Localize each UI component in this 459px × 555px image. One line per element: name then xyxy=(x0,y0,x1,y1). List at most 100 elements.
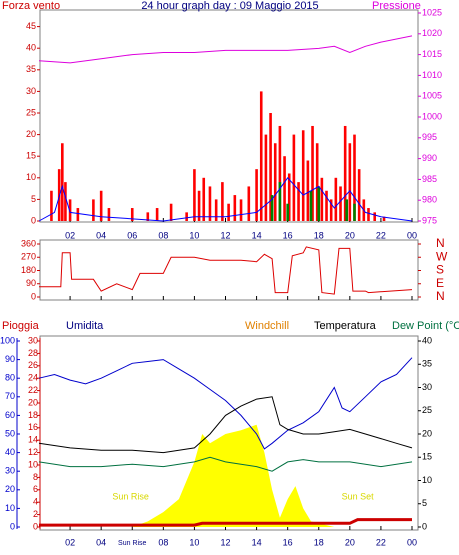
x-tick-label: 08 xyxy=(158,537,168,547)
y3-tick-label: 10 xyxy=(422,475,432,485)
wind-bar xyxy=(269,113,272,221)
y2-tick-label: 4 xyxy=(33,497,38,507)
x-tick-label: 04 xyxy=(96,230,106,240)
series-line xyxy=(38,396,413,454)
y-tick-label: 40 xyxy=(5,447,15,457)
y3-tick-label: 15 xyxy=(422,452,432,462)
wind-bar xyxy=(221,182,224,221)
y-tick-label: 20 xyxy=(5,484,15,494)
wind-bar xyxy=(273,143,277,221)
y-tick-label: 0 xyxy=(31,291,36,301)
series-line xyxy=(38,357,413,450)
y2-tick-label: 16 xyxy=(28,422,38,432)
y2-tick-label: N xyxy=(436,289,445,303)
wind-bar xyxy=(239,199,243,221)
series-line xyxy=(38,177,413,222)
wind-bar xyxy=(202,177,206,221)
x-tick-label: 22 xyxy=(376,230,386,240)
y-tick-label: 15 xyxy=(26,151,36,161)
y2-tick-label: 28 xyxy=(28,348,38,358)
wind-bar xyxy=(306,160,310,221)
wind-bar xyxy=(99,190,103,221)
wind-bar xyxy=(348,143,352,221)
y2-tick-label: 26 xyxy=(28,360,38,370)
y-tick-label: 0 xyxy=(10,521,15,531)
wind-bar xyxy=(315,143,319,221)
wind-bar xyxy=(155,208,159,221)
y2-tick-label: 1010 xyxy=(422,70,442,80)
y-tick-label: 20 xyxy=(26,129,36,139)
wind-bar xyxy=(197,190,201,221)
wind-bar xyxy=(214,199,218,221)
x-tick-label: 18 xyxy=(314,230,324,240)
wind-bar xyxy=(357,169,361,221)
wind-bar xyxy=(382,216,386,221)
y2-tick-label: 1015 xyxy=(422,49,442,59)
wind-bar xyxy=(185,212,188,221)
x-tick-label: 20 xyxy=(345,537,355,547)
wind-bar xyxy=(259,91,263,222)
y-tick-label: 0 xyxy=(31,215,36,225)
rain-label: Pioggia xyxy=(2,320,40,332)
wind-bar xyxy=(329,199,333,221)
x-tick-label: 08 xyxy=(158,230,168,240)
wind-bar xyxy=(317,186,321,221)
wind-bar xyxy=(264,134,268,221)
y3-tick-label: 30 xyxy=(422,382,432,392)
wind-bar xyxy=(146,212,150,221)
wind-bar xyxy=(61,143,64,221)
y3-tick-label: 5 xyxy=(422,498,427,508)
y-tick-label: 90 xyxy=(5,354,15,364)
x-tick-label: 14 xyxy=(252,537,262,547)
y2-tick-label: S xyxy=(436,263,444,277)
y2-tick-label: 2 xyxy=(33,509,38,519)
series-line xyxy=(38,456,413,472)
wind-bar xyxy=(64,182,67,221)
wind-bar xyxy=(227,203,230,221)
y-tick-label: 70 xyxy=(5,391,15,401)
wind-bar xyxy=(373,212,376,221)
x-tick-label: 18 xyxy=(314,537,324,547)
wind-bar xyxy=(193,169,196,221)
sun-area xyxy=(39,424,412,527)
x-tick-label: 06 xyxy=(127,230,137,240)
annotation: Sun Rise xyxy=(112,491,149,501)
wind-bar xyxy=(320,177,324,221)
x-tick-label: 16 xyxy=(283,230,293,240)
y3-tick-label: 0 xyxy=(422,521,427,531)
wind-bar xyxy=(50,190,53,221)
x-tick-label: 00 xyxy=(407,537,417,547)
wind-bar xyxy=(247,186,251,221)
y2-tick-label: 22 xyxy=(28,385,38,395)
wind-bar xyxy=(345,199,349,221)
wind-bar xyxy=(297,182,300,221)
y2-tick-label: 1025 xyxy=(422,7,442,17)
chart-title: 24 hour graph day : 09 Maggio 2015 xyxy=(141,0,318,12)
dewpoint-label: Dew Point (°C xyxy=(392,320,459,332)
y-tick-label: 10 xyxy=(5,503,15,513)
wind-bar xyxy=(107,208,111,221)
wind-bar xyxy=(255,169,258,221)
wind-bar xyxy=(76,208,80,221)
y2-tick-label: 1005 xyxy=(422,91,442,101)
wind-bar xyxy=(270,195,274,221)
y2-tick-label: 995 xyxy=(422,132,437,142)
x-tick-label: 16 xyxy=(283,537,293,547)
y-tick-label: 35 xyxy=(26,64,36,74)
windchill-label: Windchill xyxy=(245,320,289,332)
wind-bar xyxy=(278,182,282,221)
wind-bar xyxy=(292,134,296,221)
y-tick-label: 100 xyxy=(0,335,15,345)
wind-bar xyxy=(353,134,356,221)
y-tick-label: 45 xyxy=(26,21,36,31)
temperature-label: Temperatura xyxy=(314,320,377,332)
y2-tick-label: 0 xyxy=(33,521,38,531)
wind-bar xyxy=(353,203,356,221)
y2-tick-label: E xyxy=(436,276,444,290)
y2-tick-label: 10 xyxy=(28,459,38,469)
y2-tick-label: 975 xyxy=(422,215,437,225)
wind-bar xyxy=(283,156,286,221)
wind-bar xyxy=(68,199,72,221)
wind-bar xyxy=(309,190,313,221)
